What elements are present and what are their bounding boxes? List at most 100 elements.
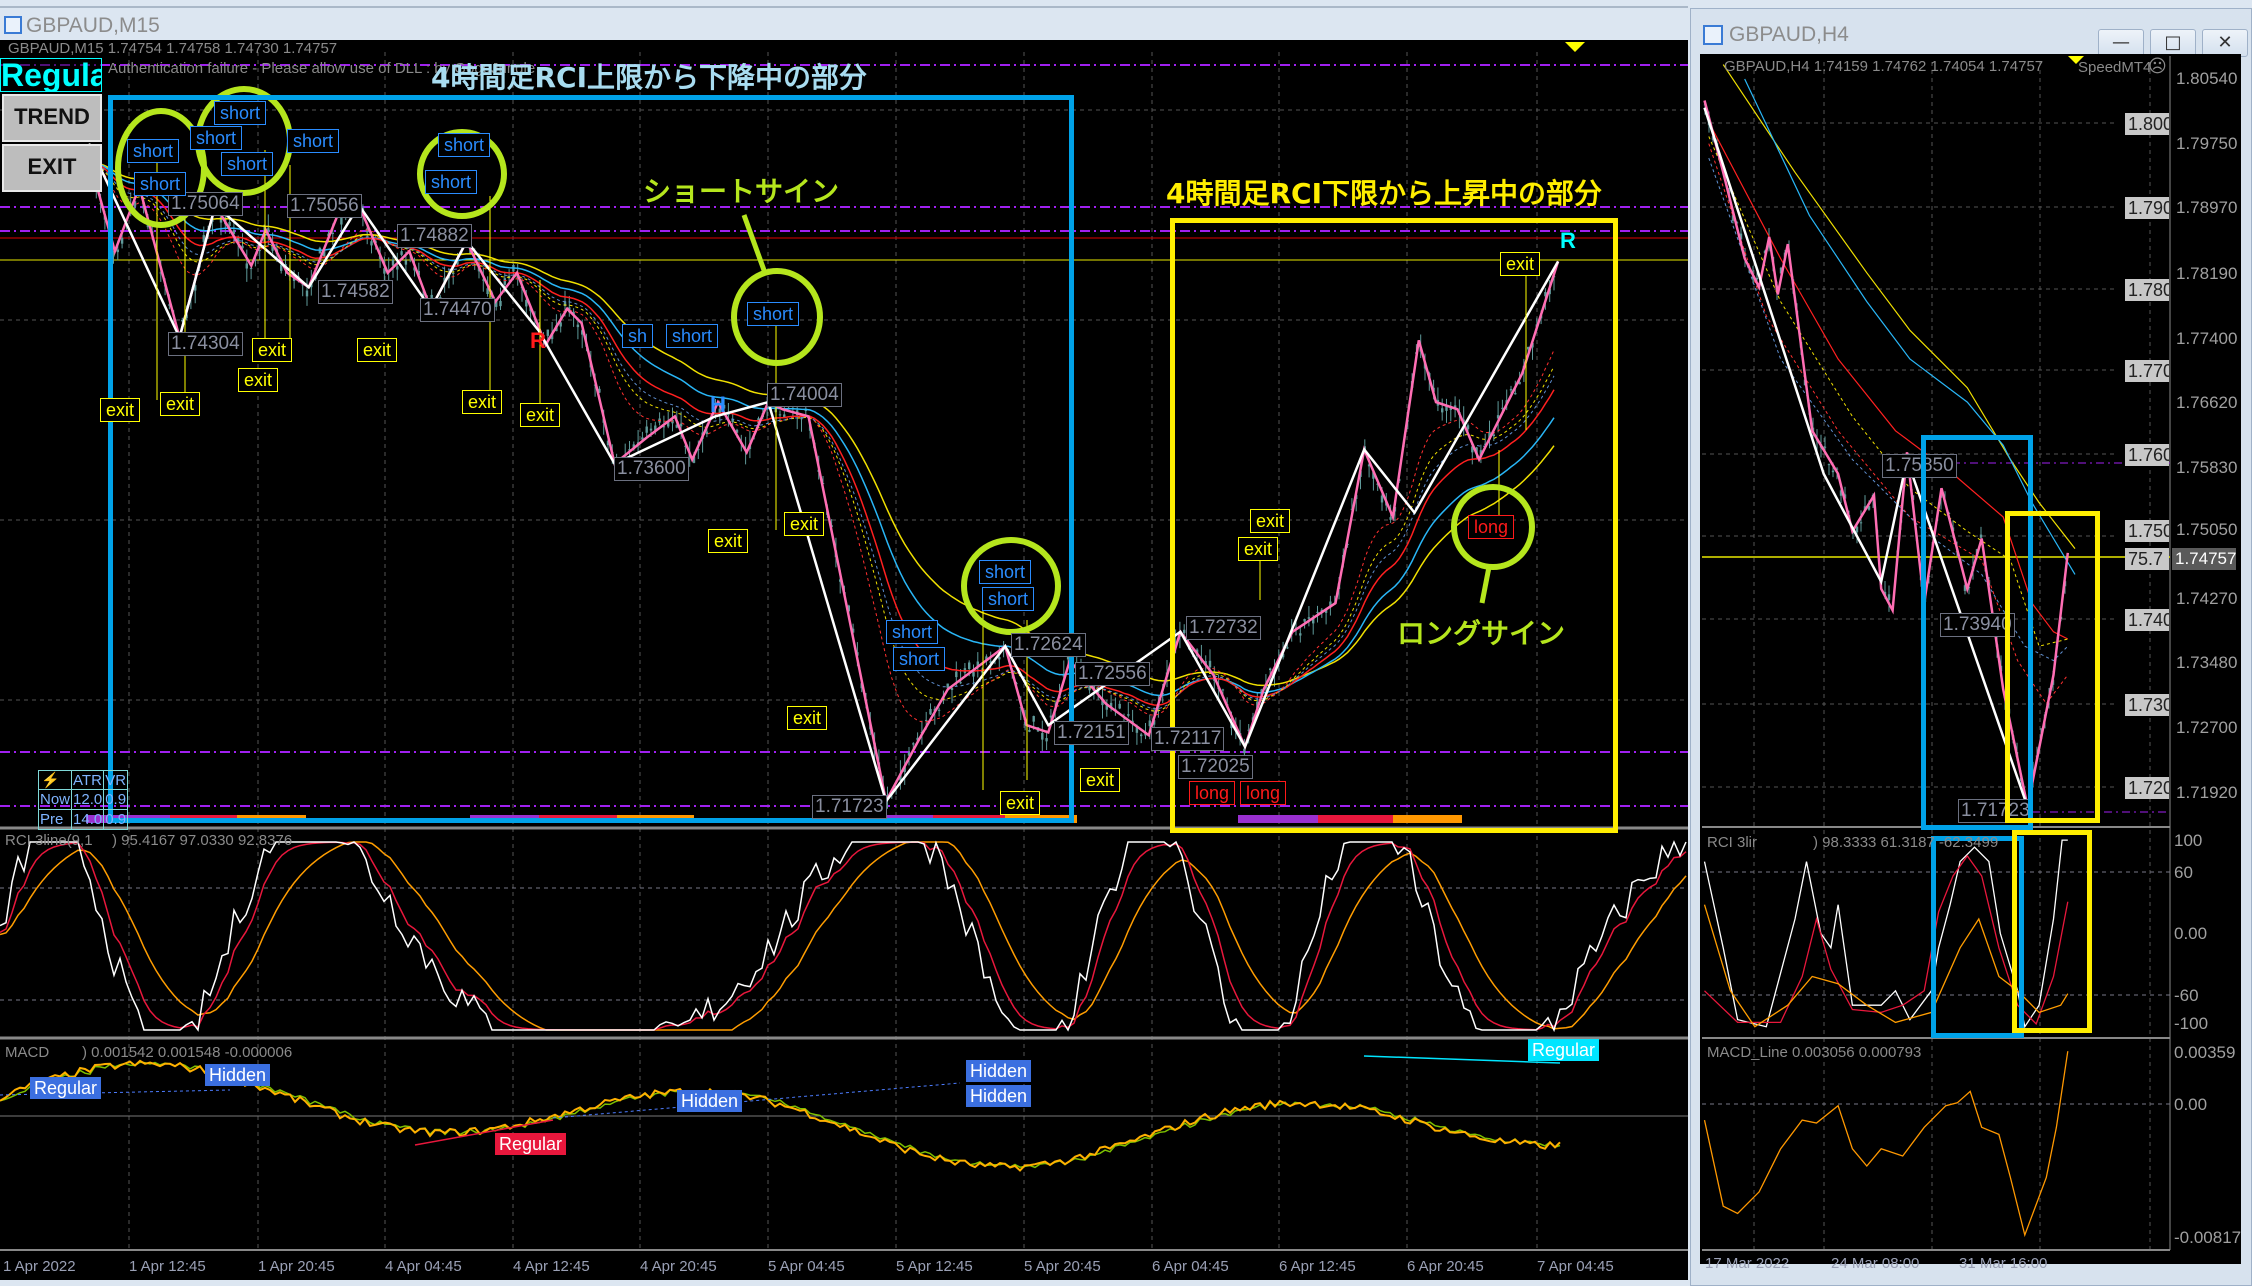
rci-axis-label: -100 [2174, 1014, 2209, 1033]
uptrend-box-h4 [2005, 511, 2100, 823]
divergence-regular: Regular [1528, 1039, 1600, 1061]
time-label: 7 Apr 04:45 [1537, 1258, 1614, 1275]
atr-row-label: Now [37, 789, 73, 810]
window-icon [1703, 25, 1723, 45]
maximize-button[interactable]: □ [2150, 29, 2196, 57]
price-axis-label: 1.77400 [2176, 329, 2238, 348]
current-price-box: 1.74757 [2172, 548, 2236, 570]
downtrend-title: 4時間足RCI上限から下降中の部分 [431, 61, 868, 94]
macd-axis-label: -0.00817 [2174, 1228, 2242, 1247]
macd-axis-label: 0.00359 [2174, 1043, 2236, 1062]
price-axis-label: 1.75830 [2176, 458, 2238, 477]
uptrend-title: 4時間足RCI下限から上昇中の部分 [1166, 177, 1603, 210]
price-level-box: 1.740 [2125, 609, 2169, 631]
time-label: 5 Apr 12:45 [896, 1258, 973, 1275]
auth-message: Authentication failure - Please allow us… [108, 60, 536, 77]
atr-table: ⚡ ATR VR Now 12.0 0.9 Pre 14.0 0.9 [37, 770, 129, 830]
price-label: 1.73600 [614, 457, 689, 481]
price-level-box: 1.760 [2125, 444, 2169, 466]
rci-axis-label: -60 [2174, 986, 2199, 1005]
minimize-button[interactable]: — [2098, 29, 2144, 57]
exit-signal: exit [787, 706, 828, 730]
price-label: 1.74304 [168, 332, 243, 356]
time-label: 31 Mar 16:00 [1959, 1255, 2048, 1272]
macd-name: MACD [5, 1044, 50, 1061]
exit-signal: exit [357, 338, 398, 362]
price-label: 1.74882 [397, 224, 472, 248]
chart-header: GBPAUD,H4 1.74159 1.74762 1.74054 1.7475… [1724, 58, 2044, 75]
price-label: 1.72624 [1011, 633, 1086, 657]
price-axis-label: 1.75050 [2176, 520, 2238, 539]
r-marker: R [530, 328, 546, 353]
r-marker: R [1560, 228, 1576, 253]
atr-icon: ⚡ [37, 770, 73, 790]
window-title: GBPAUD,H4 [1729, 23, 1849, 46]
divergence-regular: Regular [495, 1133, 567, 1155]
time-label: 1 Apr 2022 [3, 1258, 76, 1275]
macd-name: MACD_Line 0.003056 0.000793 [1707, 1044, 1922, 1061]
price-label: 1.75064 [168, 192, 243, 216]
exit-signal: exit [1000, 791, 1041, 815]
price-label: 1.72025 [1178, 755, 1253, 779]
time-label: 5 Apr 20:45 [1024, 1258, 1101, 1275]
exit-button[interactable]: EXIT [2, 144, 102, 192]
downtrend-box-h4 [1921, 435, 2033, 830]
macd-values: ) 0.001542 0.001548 -0.000006 [82, 1044, 293, 1061]
short-signal: short [982, 587, 1035, 611]
h-marker: H [710, 392, 726, 417]
short-signal: short [979, 560, 1032, 584]
trend-button[interactable]: TREND [2, 94, 102, 142]
short-signal: short [666, 324, 719, 348]
time-label: 4 Apr 12:45 [513, 1258, 590, 1275]
rci-axis-label: 100 [2174, 831, 2203, 850]
price-axis-label: 1.79750 [2176, 134, 2238, 153]
atr-value: 12.0 [71, 789, 105, 810]
exit-signal: exit [520, 403, 561, 427]
price-axis-label: 1.76620 [2176, 393, 2238, 412]
time-label: 1 Apr 12:45 [129, 1258, 206, 1275]
short-signal: short [893, 647, 946, 671]
rci-values: ) 98.3333 61.3187 -62.3499 [1813, 834, 1999, 851]
price-label: 1.75056 [287, 194, 362, 218]
sad-face-icon: ☹ [2148, 56, 2167, 76]
price-level-box: 1.770 [2125, 360, 2169, 382]
exit-signal: exit [252, 338, 293, 362]
chart-header: GBPAUD,M15 1.74754 1.74758 1.74730 1.747… [8, 40, 338, 57]
price-axis-label: 1.72700 [2176, 718, 2238, 737]
exit-signal: exit [1500, 252, 1541, 276]
rci-axis-label: 0.00 [2174, 924, 2208, 943]
short-signal: short [221, 152, 274, 176]
time-label: 4 Apr 20:45 [640, 1258, 717, 1275]
short-signal-partial: sh [622, 324, 654, 348]
regula-label: Regula [0, 58, 102, 92]
exit-signal: exit [462, 390, 503, 414]
rci-axis-label: 60 [2174, 863, 2193, 882]
price-label: 1.72556 [1075, 662, 1150, 686]
vr-header: VR [103, 770, 129, 790]
downtrend-box [108, 95, 1074, 823]
exit-signal: exit [1250, 509, 1291, 533]
price-level-box: 1.720 [2125, 777, 2169, 799]
short-sign-caption: ショートサイン [643, 175, 840, 208]
exit-signal: exit [784, 512, 825, 536]
price-axis-label: 1.78970 [2176, 198, 2238, 217]
divergence-hidden: Hidden [205, 1064, 271, 1086]
price-label: 1.75850 [1882, 454, 1957, 478]
close-button[interactable]: ✕ [2202, 29, 2248, 57]
speed-label: SpeedMT4 [2078, 59, 2152, 76]
window-title: GBPAUD,M15 [26, 14, 160, 37]
time-label: 5 Apr 04:45 [768, 1258, 845, 1275]
long-signal: long [1189, 781, 1236, 805]
rci-name: RCI 3lir [1707, 834, 1758, 851]
price-label: 1.74470 [420, 298, 495, 322]
short-signal: short [747, 302, 800, 326]
time-label: 6 Apr 12:45 [1279, 1258, 1356, 1275]
price-axis-label: 1.78190 [2176, 264, 2238, 283]
short-signal: short [214, 101, 267, 125]
macd-axis-label: 0.00 [2174, 1095, 2208, 1114]
price-level-box: 1.800 [2125, 113, 2169, 135]
time-label: 6 Apr 20:45 [1407, 1258, 1484, 1275]
long-signal: long [1468, 515, 1515, 539]
short-signal: short [134, 172, 187, 196]
price-label: 1.74004 [767, 383, 842, 407]
